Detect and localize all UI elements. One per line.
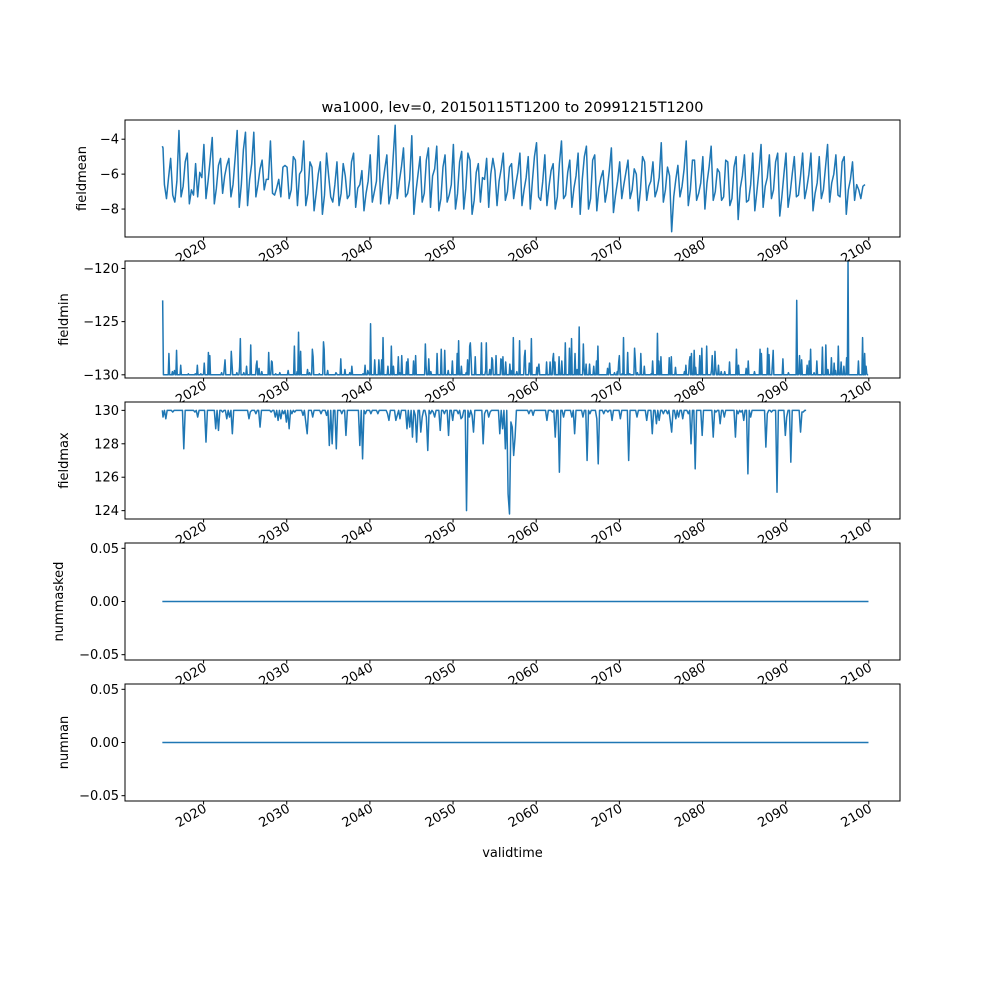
y-tick-label: −6 — [100, 168, 119, 183]
y-axis-label: nummasked — [52, 562, 67, 642]
y-tick-label: −120 — [83, 262, 119, 277]
axes-frame — [124, 260, 901, 379]
axes-frame — [124, 401, 901, 520]
y-tick-label: 130 — [94, 404, 119, 419]
y-tick-label: 0.00 — [90, 595, 119, 610]
y-axis-label: fieldmax — [57, 432, 72, 489]
x-axis-label: validtime — [482, 846, 543, 861]
y-axis-label: fieldmin — [57, 293, 72, 346]
axes-frame — [124, 119, 901, 238]
series-line-fieldmin — [161, 260, 869, 376]
y-tick-label: −8 — [100, 203, 119, 218]
y-tick-label: 128 — [94, 437, 119, 452]
panel-mask — [125, 402, 900, 519]
y-axis-label: numnan — [57, 716, 72, 770]
y-tick-label: −0.05 — [79, 789, 119, 804]
y-tick-label: −4 — [100, 133, 119, 148]
y-tick-label: 0.05 — [90, 542, 119, 557]
series-line-fieldmax — [161, 409, 807, 515]
y-tick-label: −125 — [83, 315, 119, 330]
y-tick-label: 126 — [94, 471, 119, 486]
y-axis-label: fieldmean — [75, 146, 90, 211]
y-tick-label: 124 — [94, 504, 119, 519]
series-line-fieldmean — [161, 124, 866, 233]
axes-frame — [124, 683, 901, 802]
chart-title: wa1000, lev=0, 20150115T1200 to 20991215… — [322, 100, 704, 116]
y-tick-label: −130 — [83, 368, 119, 383]
axes-frame — [124, 542, 901, 661]
y-tick-label: 0.05 — [90, 683, 119, 698]
y-tick-label: 0.00 — [90, 736, 119, 751]
y-tick-label: −0.05 — [79, 648, 119, 663]
